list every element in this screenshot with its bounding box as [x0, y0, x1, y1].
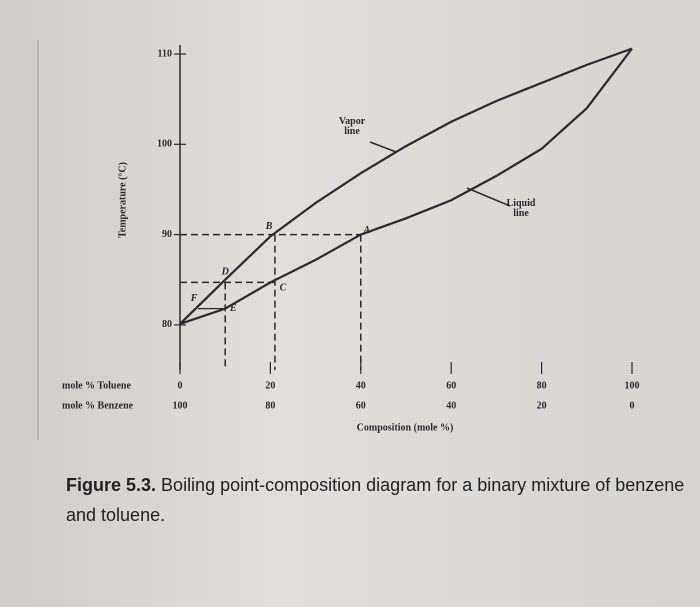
annotation-line: line: [513, 208, 529, 219]
x2-tick-label: 100: [173, 400, 188, 411]
annotation: Liquid line: [507, 198, 536, 219]
point-label: B: [265, 221, 273, 232]
point-label: D: [221, 267, 229, 278]
y-tick-label: 110: [158, 48, 172, 59]
x-tick-label: 0: [178, 380, 183, 391]
x-tick-label: 60: [446, 380, 456, 391]
x2-tick-label: 0: [630, 400, 635, 411]
x2-tick-label: 40: [446, 400, 456, 411]
x2-tick-label: 60: [356, 400, 366, 411]
point-label: C: [280, 283, 287, 294]
x-axis-label: Composition (mole %): [357, 422, 454, 433]
x-row-label: mole % Benzene: [62, 400, 134, 411]
annotation: Vapor line: [339, 116, 366, 137]
x2-tick-label: 20: [537, 400, 547, 411]
curve: [179, 47, 633, 325]
chart: Temperature (°C) Composition (mole %) mo…: [37, 40, 640, 440]
annotation-arrow: [369, 141, 397, 153]
curve: [179, 47, 633, 325]
y-tick-label: 80: [162, 319, 172, 330]
x-tick-label: 80: [537, 380, 547, 391]
x-tick-label: 20: [265, 380, 275, 391]
x2-tick-label: 80: [265, 400, 275, 411]
annotation-line: line: [344, 126, 360, 137]
annotation-line: Liquid: [507, 198, 536, 209]
x-tick-label: 40: [356, 380, 366, 391]
annotation-arrow: [466, 187, 511, 207]
y-tick-label: 100: [157, 139, 172, 150]
caption-text: Boiling point-composition diagram for a …: [66, 475, 685, 525]
y-tick-label: 90: [162, 229, 172, 240]
annotation-line: Vapor: [339, 116, 366, 127]
caption-label: Figure 5.3.: [66, 475, 157, 495]
y-axis-label: Temperature (°C): [117, 162, 128, 238]
caption: Figure 5.3. Boiling point-composition di…: [66, 470, 691, 530]
point-label: F: [190, 293, 198, 304]
x-row-label: mole % Toluene: [62, 380, 131, 391]
point-label: A: [362, 225, 370, 236]
point-label: E: [229, 303, 237, 314]
x-tick-label: 100: [625, 380, 640, 391]
